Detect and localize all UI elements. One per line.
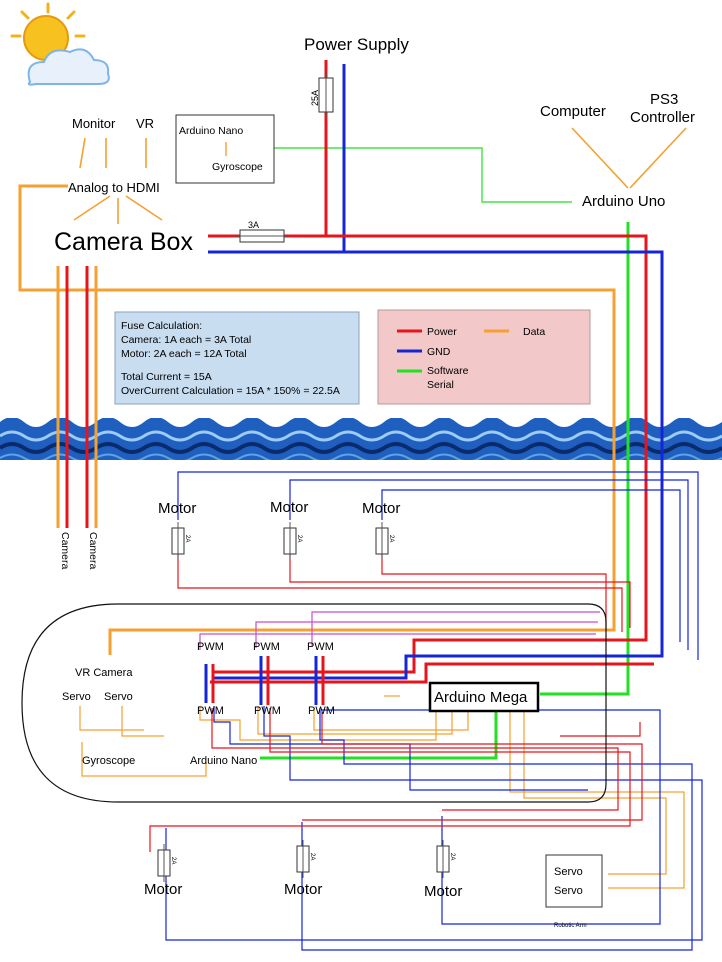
arduino-uno-label: Arduino Uno: [582, 193, 665, 210]
arduino-nano-gyro-box: [175, 114, 275, 184]
monitor-label: Monitor: [72, 116, 116, 131]
fuse-calc-camera: Camera: 1A each = 3A Total: [121, 334, 251, 346]
fuse-motor-5: [296, 840, 310, 878]
gyroscope-top-label: Gyroscope: [212, 161, 263, 173]
upper-motor-wiring: [177, 471, 699, 660]
fuse-2a-label-2: 2A: [296, 535, 302, 542]
fuse-calculation-panel: Fuse Calculation: Camera: 1A each = 3A T…: [114, 311, 360, 405]
arduino-nano-top-label: Arduino Nano: [179, 125, 243, 137]
robotic-arm-servo-2: Servo: [554, 885, 583, 897]
camera-cable-label-1: Camera: [59, 532, 71, 570]
fuse-2a-label-1: 2A: [184, 535, 190, 542]
pwm-label-top-3: PWM: [307, 641, 334, 653]
power-supply-label: Power Supply: [304, 35, 409, 54]
camera-cables: [56, 266, 98, 528]
motor-label-6: Motor: [424, 883, 462, 900]
analog-to-hdmi-label: Analog to HDMI: [68, 180, 160, 195]
pwm-label-top-1: PWM: [197, 641, 224, 653]
arduino-mega-label: Arduino Mega: [434, 689, 528, 706]
ps3-label-line2: Controller: [630, 109, 695, 126]
data-wires-top: [18, 127, 687, 655]
camera-cable-label-2: Camera: [87, 532, 99, 570]
camera-box-label: Camera Box: [54, 228, 193, 256]
motor-label-1: Motor: [158, 500, 196, 517]
fuse-calc-overcurrent: OverCurrent Calculation = 15A * 150% = 2…: [121, 385, 340, 397]
legend-gnd-label: GND: [427, 346, 451, 358]
robotic-arm-servo-1: Servo: [554, 866, 583, 878]
ps3-label-line1: PS3: [650, 91, 678, 108]
rov-hull-outline: [21, 603, 607, 803]
fuse-motor-2: [283, 522, 297, 560]
fuse-motor-1: [171, 522, 185, 560]
fuse-calc-motor: Motor: 2A each = 12A Total: [121, 348, 247, 360]
fuse-motor-4: [157, 844, 171, 882]
pwm-label-bottom-3: PWM: [308, 705, 335, 717]
fuse-motor-6: [436, 840, 450, 878]
fuse-calc-total: Total Current = 15A: [121, 371, 212, 383]
fuse-2a-label-5: 2A: [309, 853, 315, 860]
water-surface-band: [0, 417, 722, 464]
computer-label: Computer: [540, 103, 606, 120]
serial-wires: [260, 147, 630, 760]
fuse-motor-3: [375, 522, 389, 560]
legend-power-label: Power: [427, 326, 457, 338]
motor-label-3: Motor: [362, 500, 400, 517]
fuse-calc-title: Fuse Calculation:: [121, 320, 202, 332]
gyroscope-bottom-label: Gyroscope: [82, 755, 135, 767]
legend-serial-label-2: Serial: [427, 379, 454, 391]
fuse-3a-label: 3A: [248, 220, 259, 230]
fuse-2a-label-6: 2A: [449, 853, 455, 860]
motor-label-2: Motor: [270, 499, 308, 516]
legend-panel: Power GND Software Serial Data: [377, 309, 591, 405]
fuse-25a: [318, 72, 334, 118]
vr-camera-label: VR Camera: [75, 667, 133, 679]
robotic-arm-box: [545, 854, 603, 908]
servo-label-2: Servo: [104, 691, 133, 703]
lower-motor-wiring: [79, 695, 703, 951]
legend-data-label: Data: [523, 326, 545, 338]
legend-serial-label-1: Software: [427, 365, 469, 377]
arduino-mega-box: [428, 681, 540, 713]
fuse-2a-label-4: 2A: [170, 857, 176, 864]
fuse-25a-label: 25A: [310, 90, 320, 106]
robotic-arm-label: Robotic Arm: [554, 923, 587, 929]
vr-label: VR: [136, 116, 154, 131]
pwm-label-top-2: PWM: [253, 641, 280, 653]
motor-label-5: Motor: [284, 881, 322, 898]
motor-label-4: Motor: [144, 881, 182, 898]
arduino-nano-bottom-label: Arduino Nano: [190, 755, 257, 767]
pwm-label-bottom-1: PWM: [197, 705, 224, 717]
fuse-2a-label-3: 2A: [388, 535, 394, 542]
servo-label-1: Servo: [62, 691, 91, 703]
pwm-label-bottom-2: PWM: [254, 705, 281, 717]
sun-behind-cloud-icon: [10, 2, 110, 86]
fuse-3a: [234, 229, 290, 243]
